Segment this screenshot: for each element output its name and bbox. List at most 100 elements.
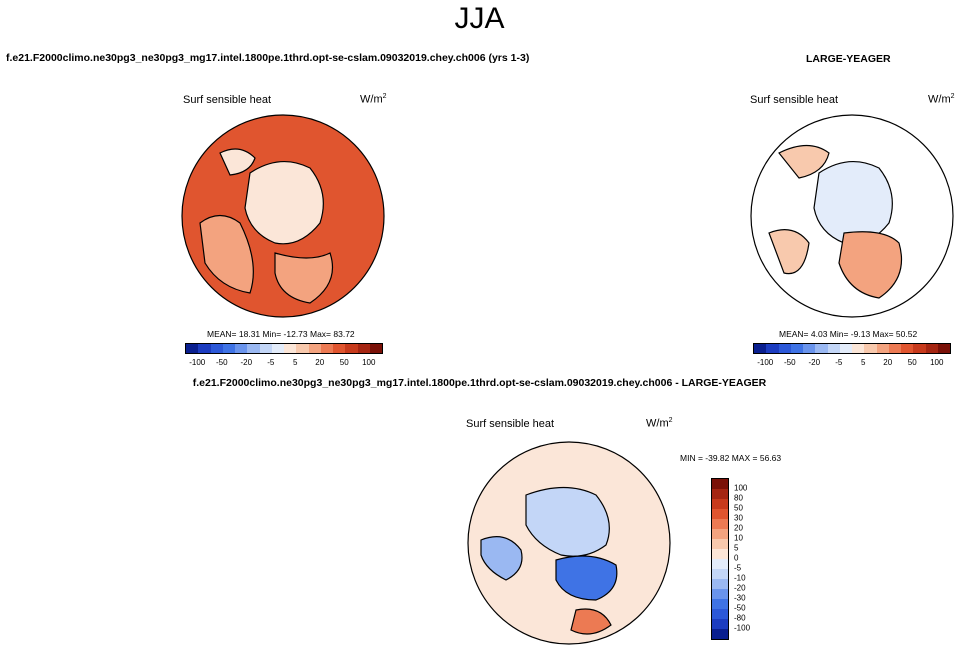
colorbar-tick-label: 100 xyxy=(734,483,748,493)
colorbar-swatch xyxy=(712,499,728,509)
diff-variable-label: Surf sensible heat xyxy=(466,418,555,430)
colorbar-tick-label: -80 xyxy=(734,613,746,623)
diff-positive-anomaly xyxy=(570,608,612,635)
colorbar-tick-label: 5 xyxy=(293,358,298,367)
colorbar-tick-label: 50 xyxy=(907,358,917,367)
colorbar-swatch xyxy=(235,344,248,353)
obs-map-boundary xyxy=(750,114,954,318)
colorbar-tick-label: 10 xyxy=(734,533,743,543)
test-arctic-ice xyxy=(244,160,324,245)
colorbar-swatch xyxy=(712,509,728,519)
diff-polar-map xyxy=(467,441,671,645)
colorbar-swatch xyxy=(222,344,235,353)
test-map-boundary xyxy=(181,114,385,318)
diff-map-boundary xyxy=(467,441,671,645)
test-stats: MEAN= 18.31 Min= -12.73 Max= 83.72 xyxy=(207,329,355,339)
colorbar-tick-label: 50 xyxy=(339,358,349,367)
test-units-label: W/m2 xyxy=(360,93,387,106)
colorbar-tick-label: -50 xyxy=(783,358,796,367)
colorbar-swatch xyxy=(937,344,950,353)
colorbar-swatch xyxy=(284,344,297,353)
colorbar-tick-label: 100 xyxy=(362,358,376,367)
colorbar-swatch xyxy=(369,344,382,353)
colorbar-swatch xyxy=(712,539,728,549)
colorbar-swatch xyxy=(712,619,728,629)
colorbar-tick-label: 100 xyxy=(930,358,944,367)
colorbar-tick-label: -100 xyxy=(734,623,751,633)
colorbar-swatch xyxy=(259,344,272,353)
colorbar-swatch xyxy=(815,344,828,353)
test-land-region xyxy=(199,214,254,294)
colorbar-swatch xyxy=(901,344,914,353)
test-colorbar-ticks: -100 -50 -20 -5 5 20 50 100 xyxy=(185,358,381,370)
colorbar-swatch xyxy=(790,344,803,353)
colorbar-tick-label: 30 xyxy=(734,513,743,523)
obs-units-label: W/m2 xyxy=(928,93,955,106)
colorbar-swatch xyxy=(296,344,309,353)
season-title: JJA xyxy=(454,2,505,35)
colorbar-tick-label: -50 xyxy=(215,358,228,367)
colorbar-swatch xyxy=(712,569,728,579)
colorbar-swatch xyxy=(198,344,211,353)
colorbar-swatch xyxy=(712,549,728,559)
colorbar-swatch xyxy=(308,344,321,353)
colorbar-tick-label: 5 xyxy=(861,358,866,367)
diff-negative-anomaly xyxy=(555,555,618,601)
diff-stats: MIN = -39.82 MAX = 56.63 xyxy=(680,453,782,463)
colorbar-swatch xyxy=(186,344,199,353)
colorbar-swatch xyxy=(852,344,865,353)
test-colorbar xyxy=(185,343,383,354)
colorbar-tick-label: 20 xyxy=(315,358,325,367)
test-coast-greenland xyxy=(219,148,256,176)
colorbar-swatch xyxy=(712,589,728,599)
obs-land-region-2 xyxy=(768,229,810,275)
colorbar-swatch xyxy=(712,579,728,589)
colorbar-swatch xyxy=(864,344,877,353)
colorbar-swatch xyxy=(345,344,358,353)
colorbar-tick-label: 20 xyxy=(883,358,893,367)
colorbar-swatch xyxy=(803,344,816,353)
colorbar-swatch xyxy=(712,599,728,609)
colorbar-swatch xyxy=(333,344,346,353)
colorbar-tick-label: -100 xyxy=(189,358,206,367)
test-case-title: f.e21.F2000climo.ne30pg3_ne30pg3_mg17.in… xyxy=(6,52,530,64)
diff-units-label: W/m2 xyxy=(646,417,673,430)
colorbar-swatch xyxy=(827,344,840,353)
colorbar-tick-label: -50 xyxy=(734,603,746,613)
obs-coast-greenland xyxy=(778,144,830,179)
obs-title: LARGE-YEAGER xyxy=(806,53,891,65)
colorbar-tick-label: -20 xyxy=(734,583,746,593)
colorbar-swatch xyxy=(712,529,728,539)
colorbar-swatch xyxy=(712,559,728,569)
colorbar-tick-label: -30 xyxy=(734,593,746,603)
colorbar-tick-label: 5 xyxy=(734,543,739,553)
colorbar-tick-label: 80 xyxy=(734,493,743,503)
test-land-region-2 xyxy=(274,252,334,304)
colorbar-swatch xyxy=(271,344,284,353)
obs-variable-label: Surf sensible heat xyxy=(750,94,839,106)
obs-stats: MEAN= 4.03 Min= -9.13 Max= 50.52 xyxy=(779,329,918,339)
obs-colorbar xyxy=(753,343,951,354)
test-variable-label: Surf sensible heat xyxy=(183,94,272,106)
diff-colorbar xyxy=(711,478,729,640)
colorbar-swatch xyxy=(247,344,260,353)
colorbar-swatch xyxy=(766,344,779,353)
colorbar-swatch xyxy=(712,629,728,639)
obs-polar-map xyxy=(750,114,954,318)
colorbar-tick-label: -20 xyxy=(240,358,253,367)
colorbar-swatch xyxy=(876,344,889,353)
obs-land-region xyxy=(838,231,903,299)
colorbar-swatch xyxy=(210,344,223,353)
colorbar-swatch xyxy=(778,344,791,353)
colorbar-swatch xyxy=(925,344,938,353)
colorbar-swatch xyxy=(913,344,926,353)
colorbar-tick-label: -100 xyxy=(757,358,774,367)
colorbar-tick-label: -5 xyxy=(734,563,742,573)
obs-arctic-ice xyxy=(813,160,893,245)
colorbar-swatch xyxy=(839,344,852,353)
colorbar-swatch xyxy=(754,344,767,353)
diff-colorbar-ticks: 100 80 50 30 20 10 5 0 -5 -10 -20 -30 -50 -80 -100 xyxy=(734,478,764,638)
colorbar-tick-label: -5 xyxy=(835,358,843,367)
colorbar-tick-label: -20 xyxy=(808,358,821,367)
obs-colorbar-ticks: -100 -50 -20 -5 5 20 50 100 xyxy=(753,358,949,370)
